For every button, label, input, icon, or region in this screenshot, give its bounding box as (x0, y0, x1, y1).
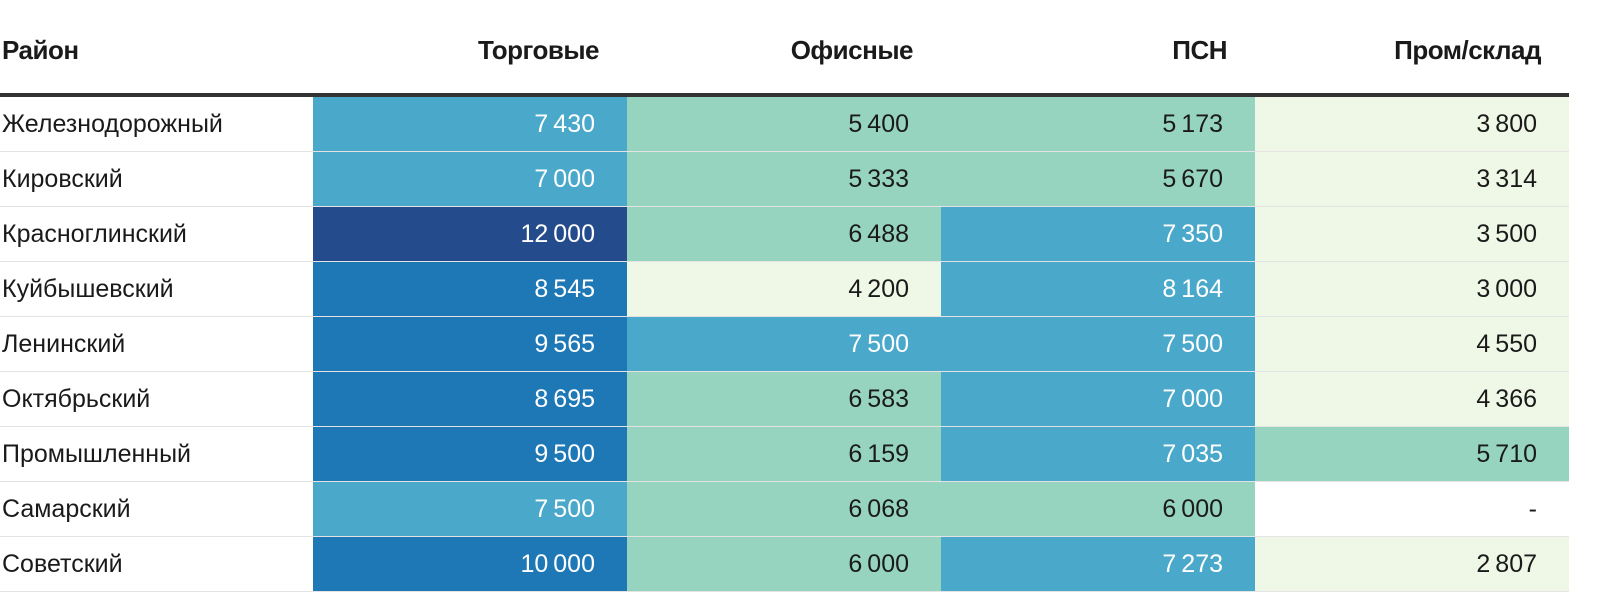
column-header[interactable]: Район (0, 0, 313, 97)
district-name: Куйбышевский (0, 261, 313, 317)
district-name: Самарский (0, 481, 313, 537)
table-row: Куйбышевский 8 545 4 200 8 164 3 000 (0, 261, 1569, 317)
heatmap-cell: 8 695 (313, 371, 627, 427)
column-header[interactable]: Торговые (313, 0, 627, 97)
district-name: Ленинский (0, 316, 313, 372)
heatmap-cell: 4 550 (1255, 316, 1569, 372)
heatmap-cell: 10 000 (313, 536, 627, 592)
table-row: Красноглинский 12 000 6 488 7 350 3 500 (0, 206, 1569, 262)
heatmap-cell: 3 000 (1255, 261, 1569, 317)
heatmap-cell: 5 173 (941, 95, 1255, 152)
heatmap-cell: 9 500 (313, 426, 627, 482)
heatmap-cell: 6 583 (627, 371, 941, 427)
heatmap-cell: 7 273 (941, 536, 1255, 592)
heatmap-cell: 3 500 (1255, 206, 1569, 262)
table-row: Железнодорожный 7 430 5 400 5 173 3 800 (0, 95, 1569, 152)
district-name: Октябрьский (0, 371, 313, 427)
heatmap-cell: 12 000 (313, 206, 627, 262)
heatmap-cell: 5 400 (627, 95, 941, 152)
heatmap-cell: - (1255, 481, 1569, 537)
heatmap-cell: 5 710 (1255, 426, 1569, 482)
table-row: Промышленный 9 500 6 159 7 035 5 710 (0, 426, 1569, 482)
heatmap-cell: 5 333 (627, 151, 941, 207)
heatmap-cell: 9 565 (313, 316, 627, 372)
column-header[interactable]: ПСН (941, 0, 1255, 97)
heatmap-cell: 7 430 (313, 95, 627, 152)
header-row: Район Торговые Офисные ПСН Пром/склад (0, 0, 1569, 97)
heatmap-cell: 7 000 (313, 151, 627, 207)
heatmap-cell: 6 000 (627, 536, 941, 592)
table-row: Октябрьский 8 695 6 583 7 000 4 366 (0, 371, 1569, 427)
heatmap-cell: 5 670 (941, 151, 1255, 207)
heatmap-cell: 6 488 (627, 206, 941, 262)
heatmap-cell: 7 035 (941, 426, 1255, 482)
district-name: Железнодорожный (0, 95, 313, 152)
column-header[interactable]: Пром/склад (1255, 0, 1569, 97)
heatmap-cell: 7 500 (941, 316, 1255, 372)
table-row: Самарский 7 500 6 068 6 000- (0, 481, 1569, 537)
heatmap-cell: 7 500 (313, 481, 627, 537)
heatmap-cell: 2 807 (1255, 536, 1569, 592)
table-row: Кировский 7 000 5 333 5 670 3 314 (0, 151, 1569, 207)
column-header[interactable]: Офисные (627, 0, 941, 97)
heatmap-cell: 7 500 (627, 316, 941, 372)
district-name: Советский (0, 536, 313, 592)
heatmap-cell: 4 366 (1255, 371, 1569, 427)
table-row: Ленинский 9 565 7 500 7 500 4 550 (0, 316, 1569, 372)
heatmap-cell: 6 000 (941, 481, 1255, 537)
district-name: Промышленный (0, 426, 313, 482)
heatmap-table: Район Торговые Офисные ПСН Пром/склад Железн… (0, 0, 1569, 592)
heatmap-cell: 8 164 (941, 261, 1255, 317)
district-name: Кировский (0, 151, 313, 207)
heatmap-cell: 6 159 (627, 426, 941, 482)
heatmap-cell: 4 200 (627, 261, 941, 317)
heatmap-cell: 7 350 (941, 206, 1255, 262)
heatmap-cell: 6 068 (627, 481, 941, 537)
heatmap-cell: 8 545 (313, 261, 627, 317)
heatmap-cell: 3 800 (1255, 95, 1569, 152)
heatmap-cell: 3 314 (1255, 151, 1569, 207)
table-row: Советский 10 000 6 000 7 273 2 807 (0, 536, 1569, 592)
heatmap-cell: 7 000 (941, 371, 1255, 427)
district-name: Красноглинский (0, 206, 313, 262)
